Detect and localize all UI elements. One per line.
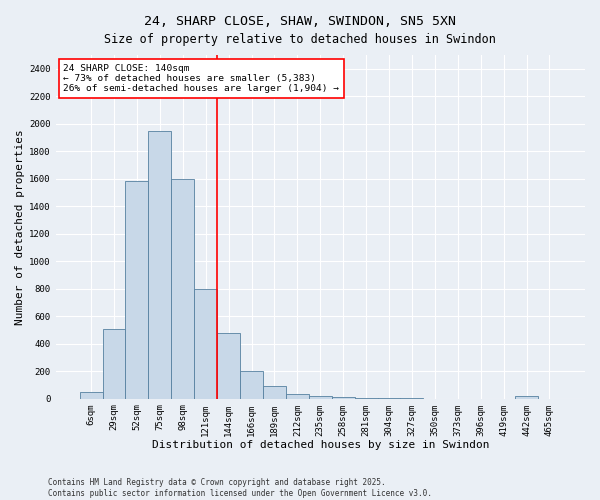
- Bar: [171, 178, 194, 398]
- Bar: [80, 392, 103, 398]
- Text: 24 SHARP CLOSE: 140sqm
← 73% of detached houses are smaller (5,383)
26% of semi-: 24 SHARP CLOSE: 140sqm ← 73% of detached…: [64, 64, 340, 94]
- X-axis label: Distribution of detached houses by size in Swindon: Distribution of detached houses by size …: [152, 440, 489, 450]
- Bar: [240, 371, 263, 398]
- Bar: [148, 130, 171, 398]
- Text: 24, SHARP CLOSE, SHAW, SWINDON, SN5 5XN: 24, SHARP CLOSE, SHAW, SWINDON, SN5 5XN: [144, 15, 456, 28]
- Bar: [103, 328, 125, 398]
- Bar: [125, 182, 148, 398]
- Y-axis label: Number of detached properties: Number of detached properties: [15, 129, 25, 324]
- Bar: [263, 386, 286, 398]
- Bar: [515, 396, 538, 398]
- Text: Size of property relative to detached houses in Swindon: Size of property relative to detached ho…: [104, 32, 496, 46]
- Bar: [286, 394, 309, 398]
- Bar: [309, 396, 332, 398]
- Bar: [217, 332, 240, 398]
- Bar: [194, 288, 217, 399]
- Text: Contains HM Land Registry data © Crown copyright and database right 2025.
Contai: Contains HM Land Registry data © Crown c…: [48, 478, 432, 498]
